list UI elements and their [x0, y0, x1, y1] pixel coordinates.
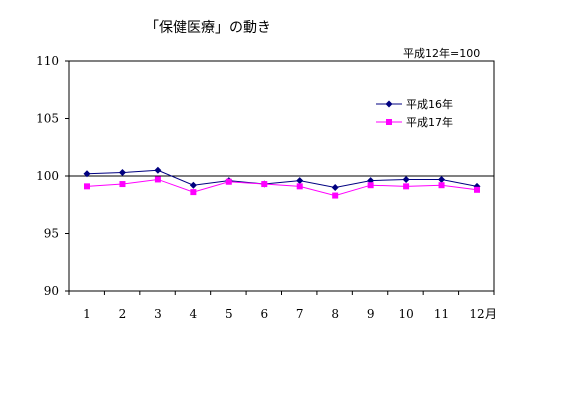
x-tick-label: 2 [119, 307, 127, 321]
y-tick-label: 105 [36, 112, 59, 126]
data-point [296, 183, 303, 190]
data-point [474, 186, 480, 193]
x-tick-label: 8 [331, 307, 339, 321]
y-tick-label: 95 [44, 227, 59, 241]
data-point [189, 181, 197, 189]
legend-label-2016: 平成16年 [406, 97, 453, 111]
x-tick-label: 7 [296, 307, 304, 321]
data-point [332, 192, 339, 199]
chart-note: 平成12年=100 [403, 46, 480, 60]
x-tick-label: 1 [83, 307, 91, 321]
x-tick-label: 11 [434, 307, 449, 321]
legend-label-2017: 平成17年 [406, 115, 453, 129]
x-unit-label: 月 [485, 307, 497, 321]
data-point [438, 182, 445, 189]
data-point [83, 170, 91, 178]
x-tick-label: 9 [367, 307, 375, 321]
data-point [367, 182, 374, 189]
x-tick-label: 10 [398, 307, 413, 321]
y-tick-label: 100 [36, 169, 59, 183]
chart-title: 「保健医療」の動き [145, 19, 271, 36]
data-point [402, 175, 410, 183]
series-line [86, 178, 478, 197]
x-tick-label: 3 [154, 307, 162, 321]
x-tick-label: 6 [260, 307, 268, 321]
legend: 平成16年 平成17年 [376, 97, 453, 129]
series-1 [84, 176, 480, 199]
x-tick-label: 5 [225, 307, 233, 321]
legend-item-2016: 平成16年 [376, 97, 453, 111]
data-point [403, 183, 410, 190]
data-point [84, 183, 90, 190]
series-layer [83, 166, 481, 199]
data-point [331, 184, 339, 191]
data-point [154, 166, 162, 174]
x-tick-label: 12 [469, 307, 484, 321]
x-tick-label: 4 [190, 307, 198, 321]
data-point [190, 189, 197, 196]
series-line [86, 169, 478, 189]
y-tick-label: 90 [44, 284, 59, 298]
data-point [261, 181, 268, 188]
y-axis: 110 105 100 95 90 [36, 54, 69, 298]
data-point [438, 175, 446, 183]
data-point [296, 177, 304, 185]
data-point [119, 181, 126, 188]
x-axis: 1 2 3 4 5 6 7 8 9 10 11 12 月 [68, 291, 497, 321]
data-point [118, 169, 126, 177]
data-point [154, 176, 161, 183]
data-point [225, 178, 232, 185]
y-tick-label: 110 [36, 54, 59, 68]
legend-item-2017: 平成17年 [376, 115, 453, 129]
